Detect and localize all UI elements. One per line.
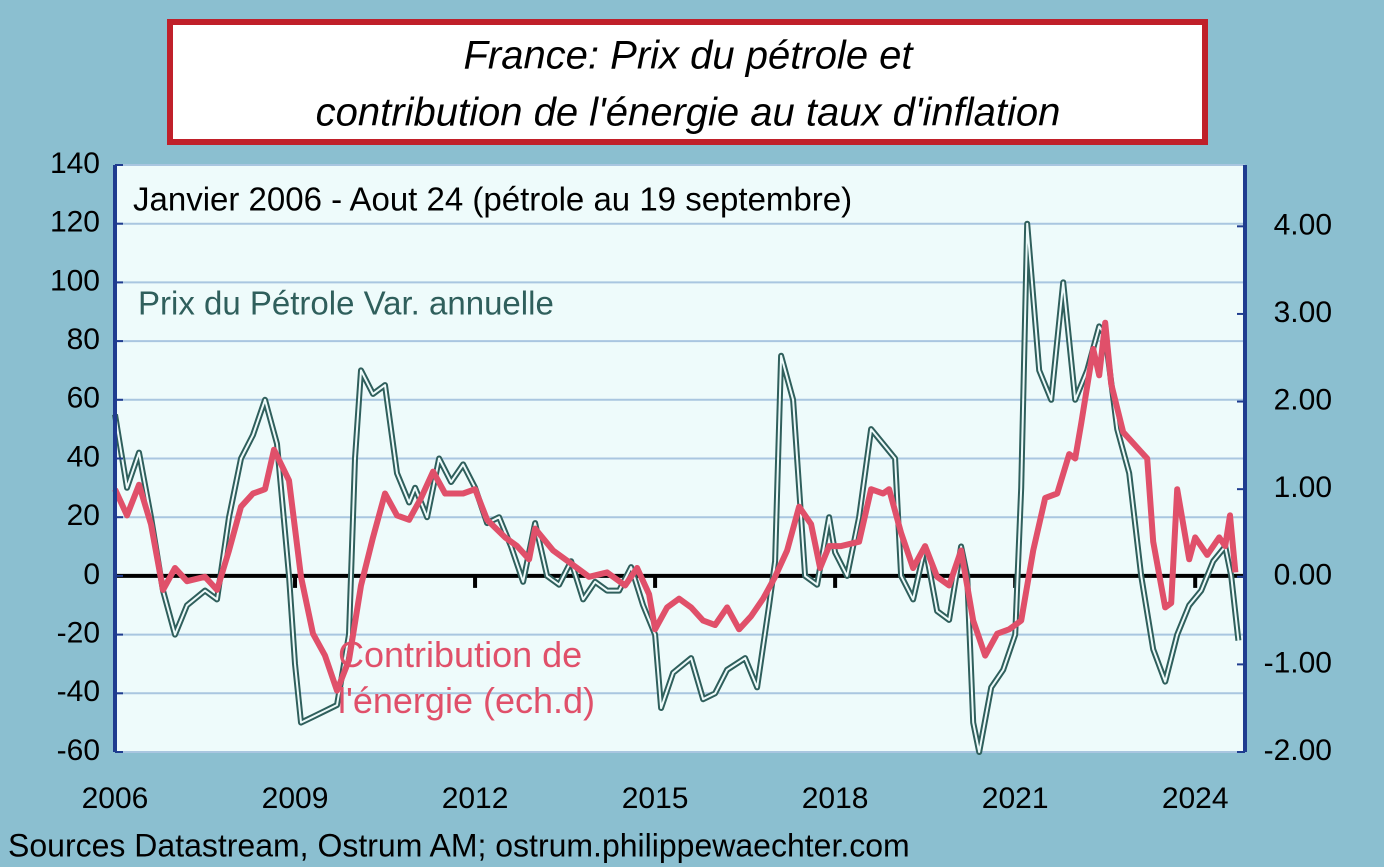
y-tick-label: -20 (57, 617, 100, 650)
y-tick-label: 80 (67, 323, 100, 356)
x-tick-label: 2006 (82, 782, 149, 815)
series-label: Contribution de l'énergie (ech.d) (338, 634, 596, 721)
y2-tick-label: 2.00 (1274, 383, 1332, 416)
y-tick-label: -60 (57, 734, 100, 767)
title-box (167, 19, 1208, 145)
y2-tick-label: 1.00 (1274, 471, 1332, 504)
y-tick-label: 60 (67, 382, 100, 415)
series-line-inner (114, 222, 1240, 753)
y-tick-label: 20 (67, 499, 100, 532)
series-line (112, 319, 1239, 694)
x-tick-label: 2012 (442, 782, 509, 815)
y2-tick-label: 4.00 (1274, 208, 1332, 241)
y-tick-label: -40 (57, 675, 100, 708)
y-tick-label: 120 (50, 206, 100, 239)
y2-tick-label: 0.00 (1274, 559, 1332, 592)
x-tick-label: 2024 (1162, 782, 1229, 815)
x-tick-label: 2015 (622, 782, 689, 815)
y2-tick-label: -1.00 (1264, 646, 1332, 679)
series-label: Prix du Pétrole Var. annuelle (138, 285, 554, 322)
y-tick-label: 140 (50, 147, 100, 180)
subtitle: Janvier 2006 - Aout 24 (pétrole au 19 se… (133, 181, 852, 218)
chart-title: France: Prix du pétrole et (463, 34, 914, 78)
x-tick-label: 2009 (262, 782, 329, 815)
x-tick-label: 2021 (982, 782, 1049, 815)
y2-tick-label: -2.00 (1264, 734, 1332, 767)
x-tick-label: 2018 (802, 782, 869, 815)
y2-tick-label: 3.00 (1274, 296, 1332, 329)
chart-title: contribution de l'énergie au taux d'infl… (316, 91, 1061, 135)
source: Sources Datastream, Ostrum AM; ostrum.ph… (8, 827, 910, 863)
y-tick-label: 40 (67, 440, 100, 473)
y-tick-label: 100 (50, 264, 100, 297)
y-tick-label: 0 (83, 558, 100, 591)
